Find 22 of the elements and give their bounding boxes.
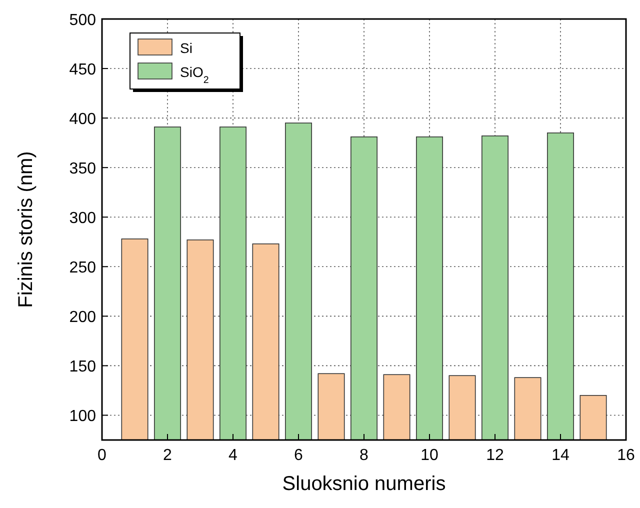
x-tick-label: 2 bbox=[163, 447, 172, 464]
x-tick-label: 8 bbox=[360, 447, 369, 464]
x-tick-label: 6 bbox=[294, 447, 304, 464]
y-tick-label: 400 bbox=[69, 111, 96, 128]
x-tick-label: 14 bbox=[552, 447, 570, 464]
legend-label: Si bbox=[180, 40, 192, 56]
y-tick-label: 250 bbox=[69, 260, 96, 277]
x-tick-label: 10 bbox=[420, 447, 438, 464]
x-tick-label: 16 bbox=[617, 447, 635, 464]
x-tick-label: 0 bbox=[98, 447, 107, 464]
y-tick-label: 100 bbox=[69, 408, 96, 426]
x-axis-title: Sluoksnio numeris bbox=[282, 473, 446, 495]
x-tick-label: 12 bbox=[486, 447, 504, 464]
y-tick-label: 350 bbox=[69, 160, 96, 178]
y-tick-label: 200 bbox=[69, 309, 96, 326]
x-tick-label: 4 bbox=[228, 447, 238, 464]
y-tick-label: 150 bbox=[69, 358, 96, 376]
y-tick-label: 500 bbox=[69, 12, 96, 29]
y-axis-title: Fizinis storis (nm) bbox=[15, 151, 37, 308]
y-tick-label: 300 bbox=[69, 210, 96, 228]
y-tick-label: 450 bbox=[69, 62, 96, 79]
legend-label: SiO$_{2}$ bbox=[180, 64, 209, 86]
